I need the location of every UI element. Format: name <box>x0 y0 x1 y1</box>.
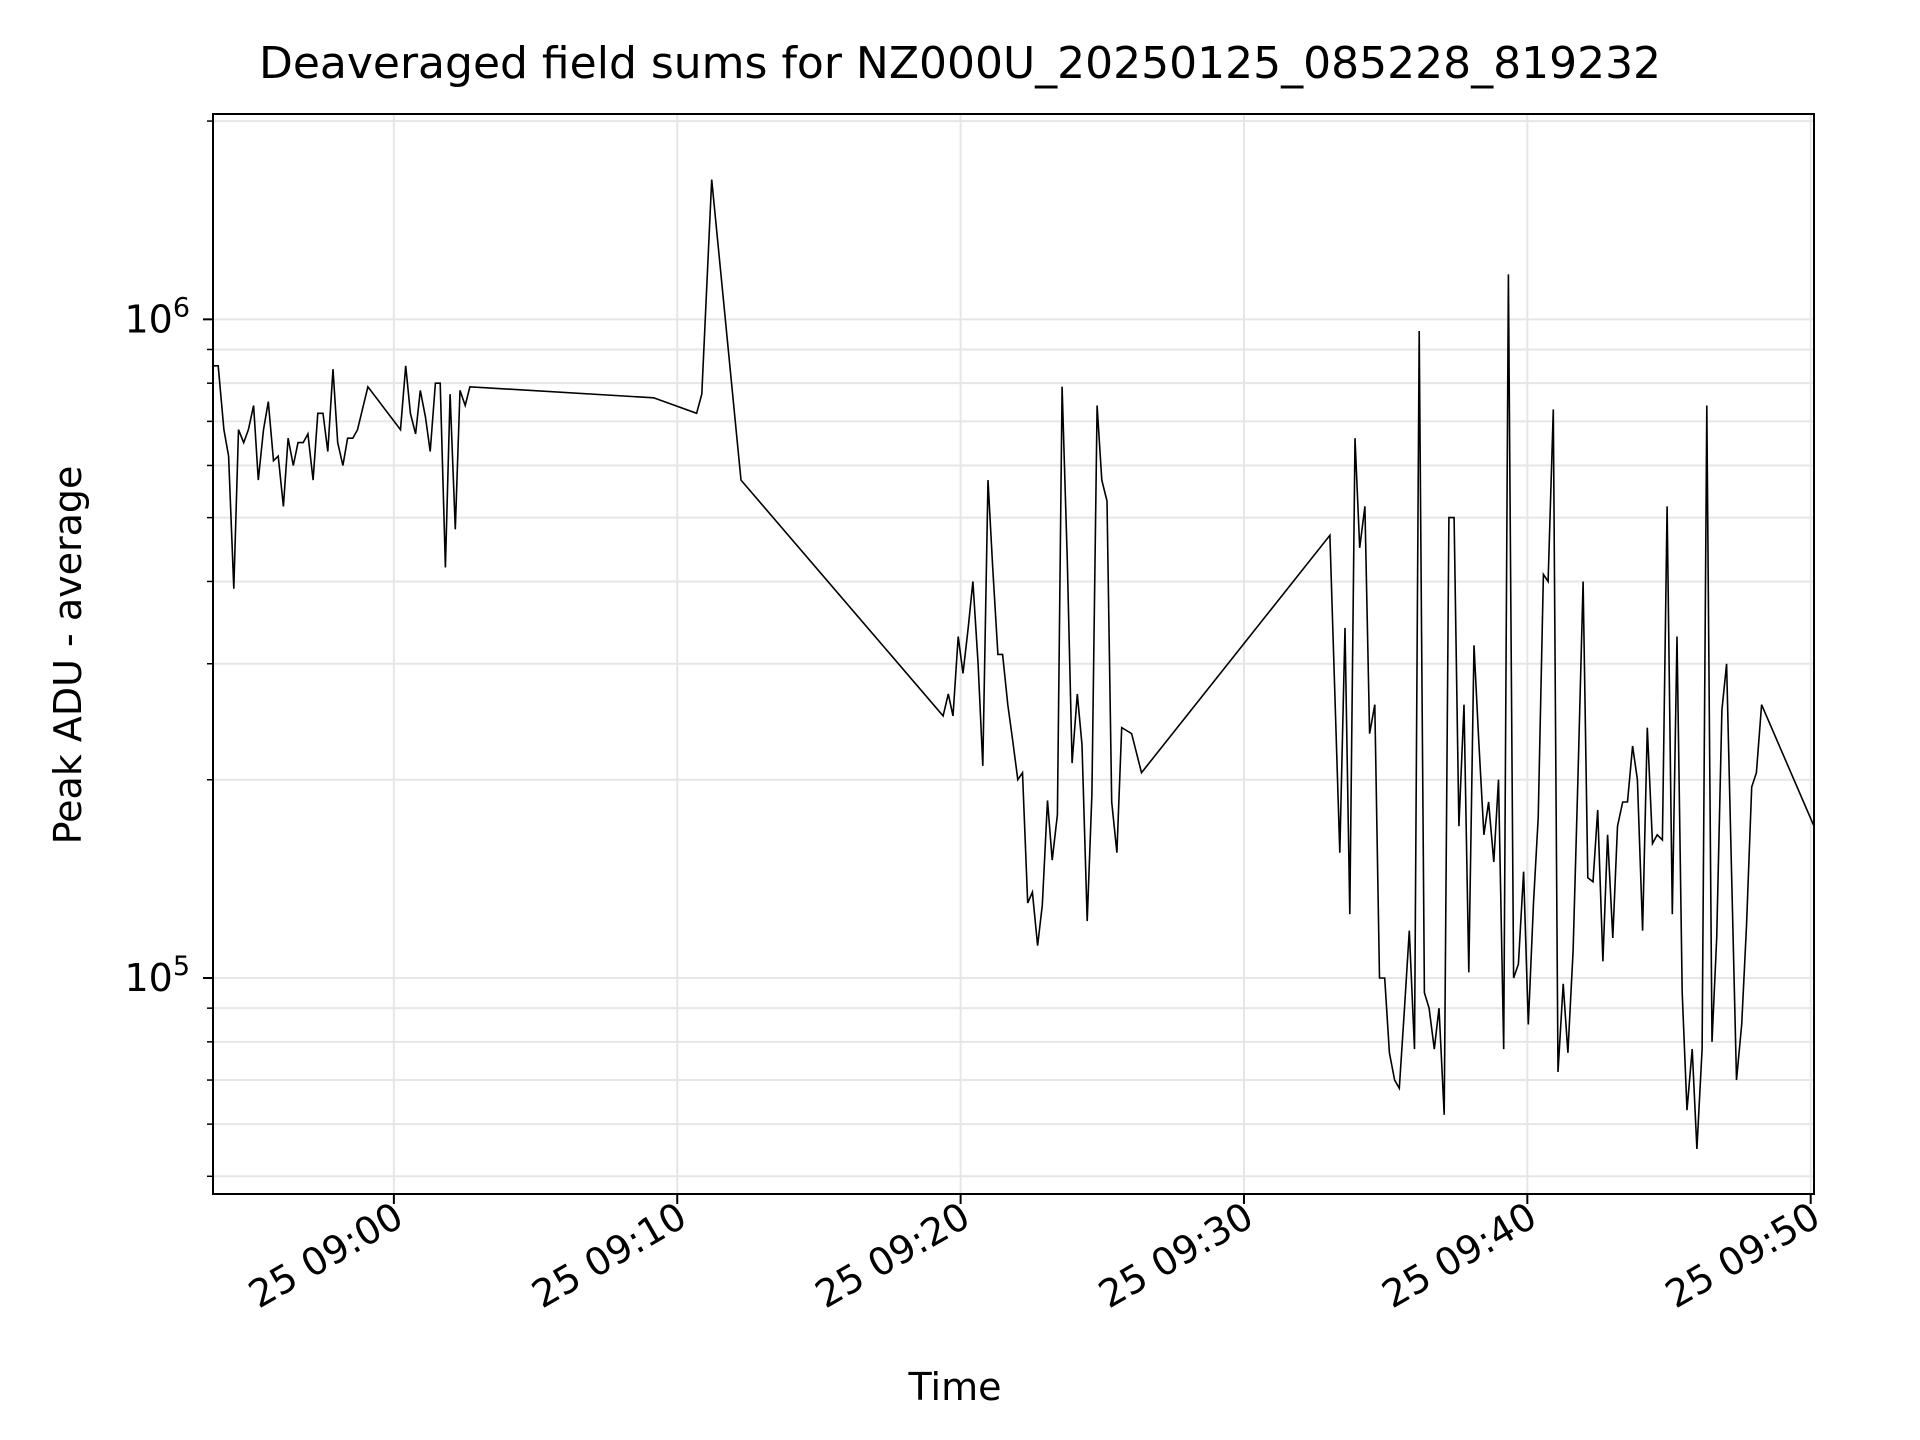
plot-frame <box>212 113 1815 1195</box>
x-tick-label: 25 09:00 <box>241 1194 410 1317</box>
x-tick-label: 25 09:30 <box>1091 1194 1260 1317</box>
y-tick-label: 106 <box>124 292 190 341</box>
x-tick-label: 25 09:40 <box>1375 1194 1544 1317</box>
y-axis-label: Peak ADU - average <box>46 465 90 845</box>
chart-title: Deaveraged field sums for NZ000U_2025012… <box>258 38 1662 89</box>
x-axis-label: Time <box>908 1365 1002 1409</box>
y-tick-label: 105 <box>124 951 190 1000</box>
series-group <box>213 179 1815 1150</box>
grid-lines <box>213 114 1814 1194</box>
x-tick-label: 25 09:20 <box>808 1194 977 1317</box>
axis-ticks: 105 106 25 09:00 25 09:10 25 09:20 25 09:30 25… <box>124 120 1827 1317</box>
data-line <box>213 179 1815 1150</box>
x-tick-label: 25 09:50 <box>1658 1194 1827 1317</box>
x-tick-label: 25 09:10 <box>525 1194 694 1317</box>
